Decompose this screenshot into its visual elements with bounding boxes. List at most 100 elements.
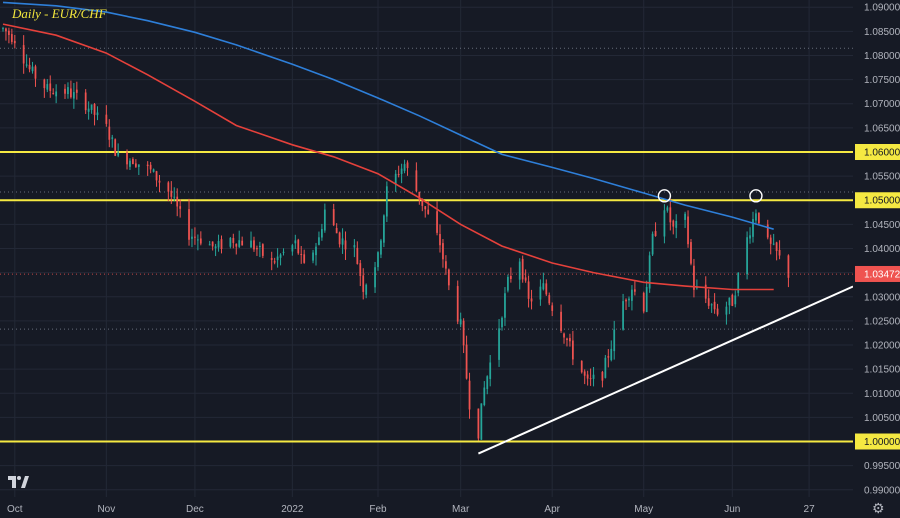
price-tick-label: 1.04500 — [864, 220, 900, 231]
candle-body — [158, 180, 161, 183]
candle-body — [642, 292, 645, 312]
candle-body — [28, 64, 31, 70]
candle-body — [604, 357, 607, 378]
candle-body — [176, 196, 179, 207]
time-tick-label: Oct — [7, 504, 23, 515]
last-price-tag — [855, 265, 900, 282]
candle-body — [253, 240, 255, 250]
candle-body — [601, 371, 604, 381]
candle-body — [208, 244, 211, 246]
candle-body — [580, 360, 583, 373]
candle-body — [353, 245, 356, 248]
candle-body — [560, 311, 562, 332]
price-tick-label: 1.01500 — [864, 365, 900, 376]
level-price-tag-label: 1.05000 — [864, 196, 900, 207]
ma-long-line — [2, 1, 774, 230]
candle-body — [566, 338, 568, 341]
candle-body — [468, 380, 471, 410]
candle-body — [403, 164, 406, 171]
candle-body — [442, 243, 444, 260]
candle-body — [64, 88, 66, 94]
candle-body — [282, 251, 285, 253]
candle-body — [406, 162, 409, 169]
trendline-group[interactable] — [477, 285, 854, 455]
candle-body — [504, 293, 506, 318]
candle-body — [704, 284, 707, 299]
candle-body — [365, 284, 368, 295]
candle-body — [312, 252, 314, 261]
price-tick-label: 1.02000 — [864, 341, 900, 352]
candle-body — [758, 212, 760, 224]
candle-body — [149, 164, 152, 170]
candle-body — [501, 317, 503, 328]
candle-body — [563, 333, 565, 338]
candle-body — [769, 237, 772, 244]
candle-body — [439, 234, 441, 246]
candle-body — [55, 91, 58, 97]
candle-body — [645, 286, 648, 313]
horizontal-levels[interactable] — [0, 47, 853, 443]
candle-body — [229, 237, 232, 247]
candle-body — [211, 241, 214, 247]
candle-body — [707, 298, 710, 306]
candle-body — [545, 283, 548, 295]
time-tick-label: May — [634, 504, 653, 515]
level-price-tag — [855, 143, 900, 160]
candle-body — [232, 238, 235, 243]
time-axis[interactable]: Oct Nov Dec 2022 Feb Mar Apr May Jun 27 — [0, 497, 853, 518]
candle-body — [551, 305, 554, 311]
candle-body — [518, 261, 521, 280]
level-price-tag-label: 1.06000 — [864, 147, 900, 158]
gear-icon[interactable]: ⚙ — [872, 500, 885, 516]
candle-body — [607, 356, 610, 358]
candle-body — [250, 240, 252, 248]
candle-body — [424, 206, 427, 210]
candle-body — [359, 263, 362, 276]
price-tick-label: 0.99000 — [864, 485, 900, 496]
candle-body — [362, 275, 365, 292]
candle-body — [155, 171, 158, 181]
time-tick-label: Nov — [97, 504, 115, 515]
candle-body — [716, 308, 719, 315]
candles — [2, 26, 790, 441]
candle-body — [672, 220, 675, 227]
candle-body — [294, 240, 297, 244]
candle-body — [687, 216, 689, 245]
candle-body — [179, 206, 182, 209]
candle-body — [400, 168, 403, 174]
candle-body — [385, 186, 388, 217]
candle-body — [126, 152, 128, 165]
candle-body — [199, 238, 202, 244]
time-tick-label: Apr — [544, 504, 560, 515]
candle-body — [622, 301, 624, 330]
candle-body — [380, 240, 382, 255]
candle-body — [341, 238, 344, 245]
candle-body — [114, 139, 117, 156]
candle-body — [486, 376, 489, 389]
candle-body — [631, 289, 633, 301]
candle-body — [746, 237, 748, 275]
candle-body — [96, 112, 99, 116]
candle-body — [778, 249, 781, 256]
level-price-tag — [855, 192, 900, 209]
ma-short-line — [2, 23, 774, 291]
candle-body — [214, 246, 217, 249]
candle-body — [72, 92, 75, 99]
candle-body — [666, 207, 669, 211]
candle-body — [675, 220, 678, 228]
candle-body — [752, 218, 754, 237]
tradingview-logo-icon[interactable] — [6, 473, 30, 493]
candle-body — [270, 258, 273, 260]
candle-body — [625, 299, 627, 302]
candle-body — [134, 163, 137, 167]
candle-body — [34, 66, 37, 79]
candle-body — [87, 108, 90, 112]
time-tick-label: Mar — [452, 504, 470, 515]
last-price-label: 1.03472 — [864, 269, 900, 280]
candle-body — [583, 371, 586, 376]
candle-body — [318, 237, 320, 245]
candle-body — [436, 211, 438, 233]
price-axis[interactable]: 1.09000 1.08500 1.08000 1.07500 1.07000 1.065… — [853, 0, 900, 518]
